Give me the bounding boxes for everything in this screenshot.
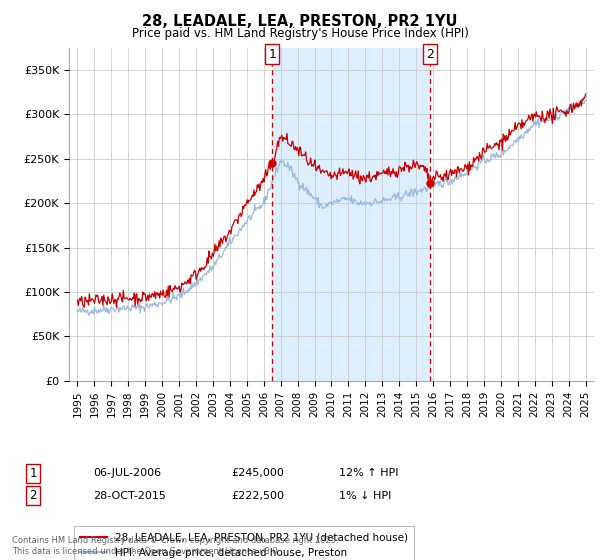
- Text: 28, LEADALE, LEA, PRESTON, PR2 1YU: 28, LEADALE, LEA, PRESTON, PR2 1YU: [142, 14, 458, 29]
- Text: 1% ↓ HPI: 1% ↓ HPI: [339, 491, 391, 501]
- Text: Contains HM Land Registry data © Crown copyright and database right 2025.
This d: Contains HM Land Registry data © Crown c…: [12, 536, 338, 556]
- Bar: [272, 48, 430, 381]
- Text: 2: 2: [29, 489, 37, 502]
- Text: 1: 1: [29, 466, 37, 480]
- Text: £222,500: £222,500: [231, 491, 284, 501]
- Text: £245,000: £245,000: [231, 468, 284, 478]
- Legend: 28, LEADALE, LEA, PRESTON, PR2 1YU (detached house), HPI: Average price, detache: 28, LEADALE, LEA, PRESTON, PR2 1YU (deta…: [74, 526, 414, 560]
- Text: 28-OCT-2015: 28-OCT-2015: [93, 491, 166, 501]
- Text: 2: 2: [426, 48, 434, 60]
- Text: 06-JUL-2006: 06-JUL-2006: [93, 468, 161, 478]
- Text: 1: 1: [268, 48, 276, 60]
- Text: 12% ↑ HPI: 12% ↑ HPI: [339, 468, 398, 478]
- Text: Price paid vs. HM Land Registry's House Price Index (HPI): Price paid vs. HM Land Registry's House …: [131, 27, 469, 40]
